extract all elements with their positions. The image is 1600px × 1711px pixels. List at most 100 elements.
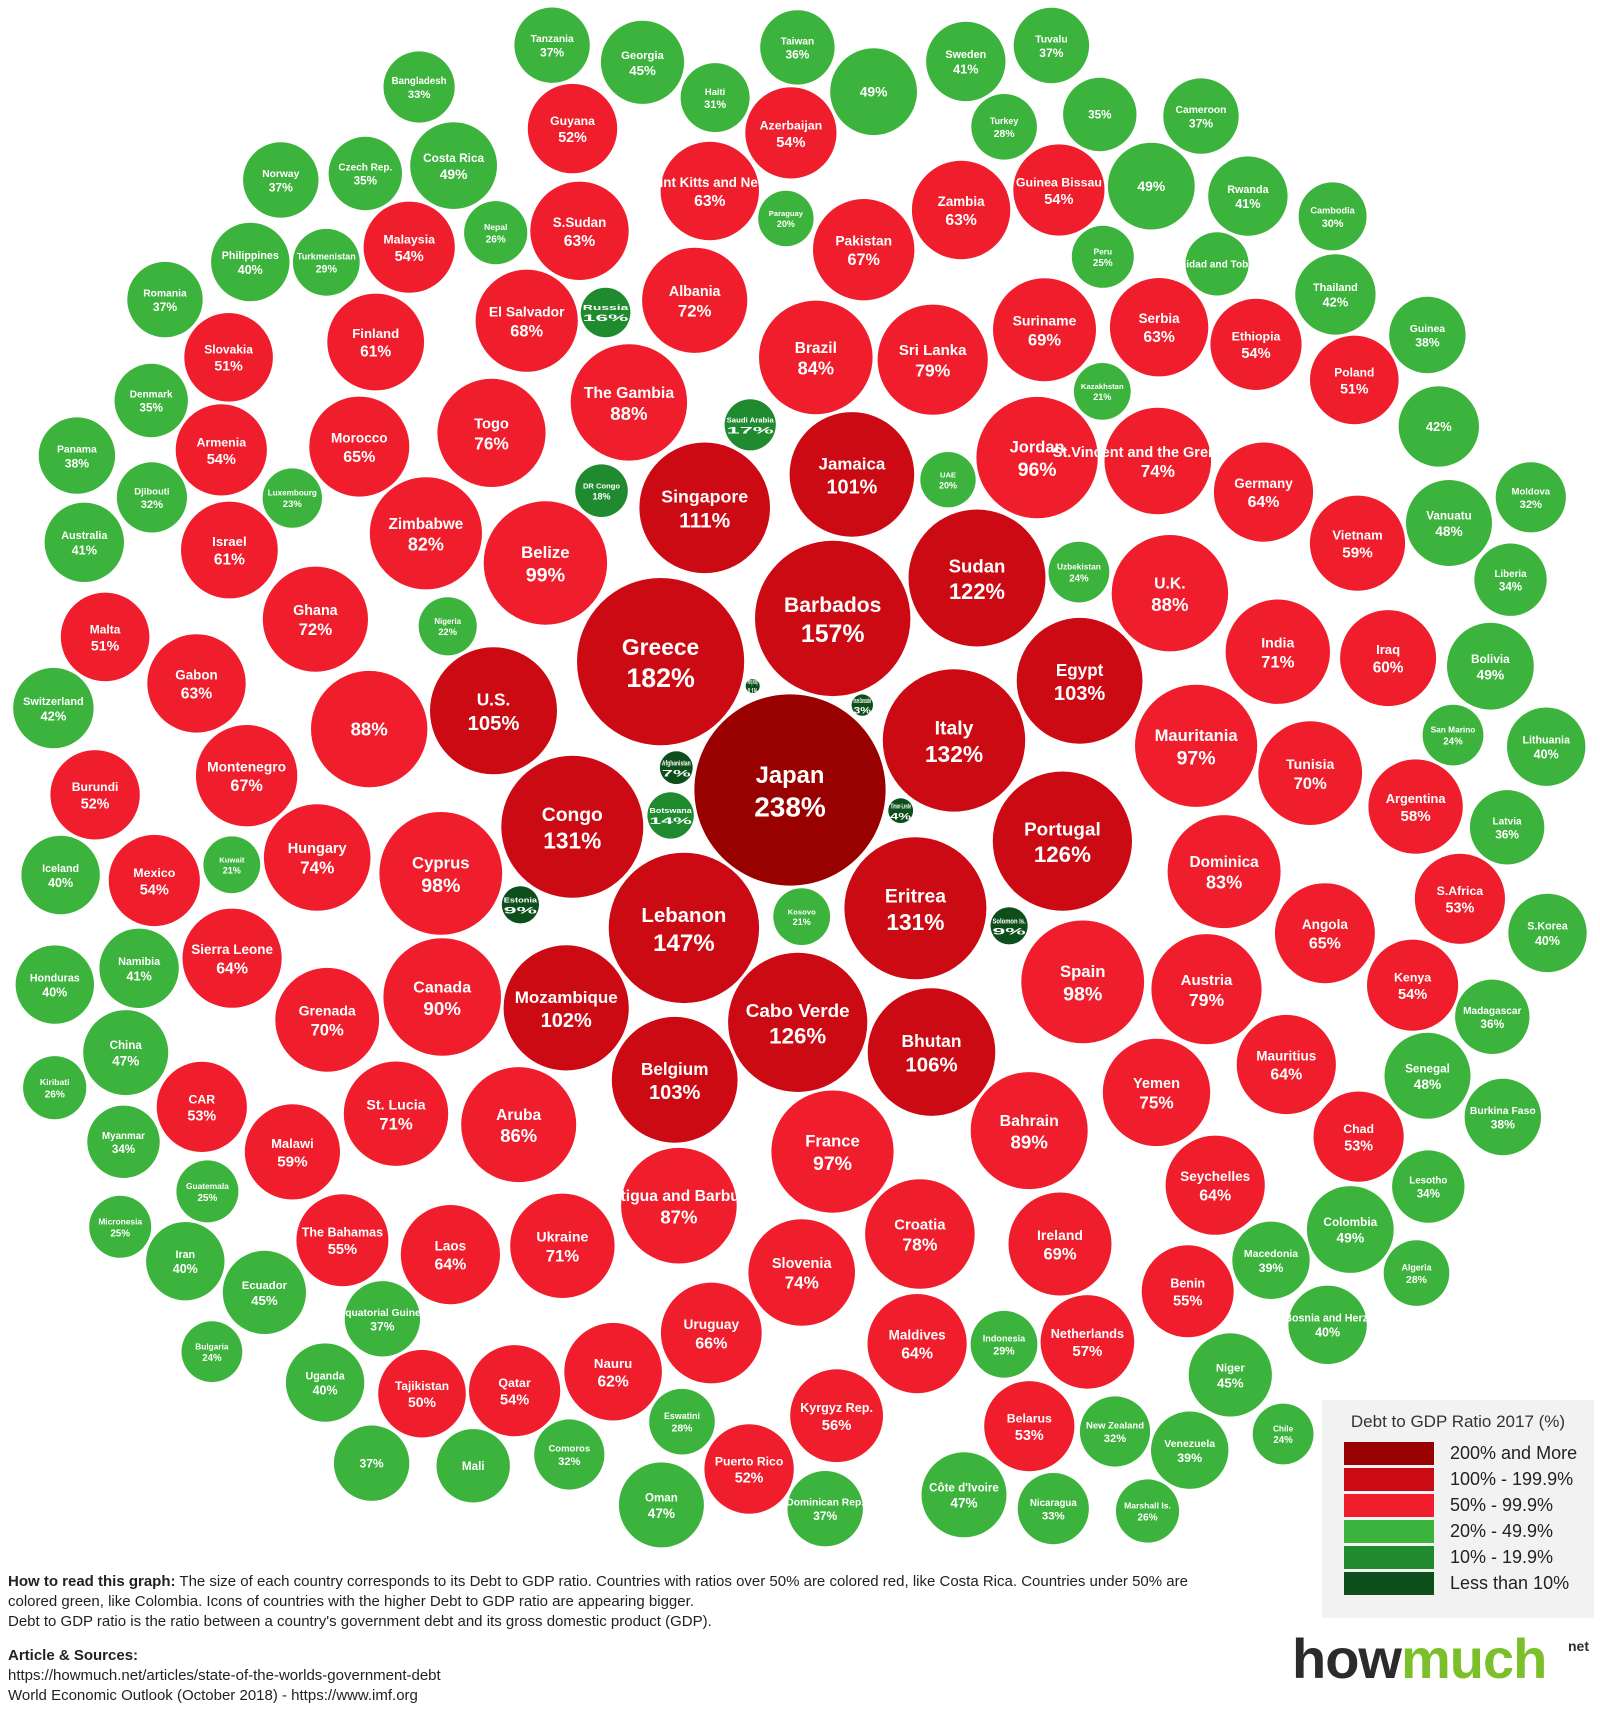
country-bubble-slovenia: Slovenia 74% — [748, 1219, 855, 1326]
country-name-label: Aruba — [496, 1107, 541, 1124]
country-name-label: Sudan — [949, 556, 1006, 577]
country-shape — [275, 967, 380, 1072]
country-shape — [262, 566, 368, 672]
country-bubble-finland: Finland 61% — [327, 293, 425, 391]
country-shape — [60, 592, 150, 682]
country-name-label: Poland — [1334, 365, 1374, 379]
country-name-label: Nauru — [594, 1356, 632, 1371]
country-name-label: Tunisia — [1286, 756, 1334, 772]
country-value-label: 131% — [886, 909, 944, 935]
country-bubble-marshall-is: Marshall Is. 26% — [1115, 1479, 1180, 1543]
legend-item-50-99: 50% - 99.9% — [1344, 1492, 1594, 1518]
country-bubble-senegal: Senegal 48% — [1384, 1032, 1471, 1119]
country-name-label: DR Congo — [583, 482, 620, 491]
country-value-label: 24% — [1273, 1435, 1293, 1446]
country-shape — [970, 1072, 1088, 1190]
country-value-label: 147% — [653, 930, 715, 957]
country-shape — [530, 181, 629, 280]
country-shape — [611, 1016, 738, 1143]
country-value-label: 35% — [354, 175, 378, 188]
country-bubble-bangladesh: Bangladesh 33% — [383, 51, 455, 123]
country-name-label: Ecuador — [242, 1280, 288, 1292]
country-value-label: 82% — [408, 534, 444, 554]
country-value-label: 89% — [1010, 1131, 1048, 1152]
country-value-label: 74% — [300, 859, 334, 878]
country-shape — [642, 247, 748, 353]
country-value-label: 52% — [558, 130, 587, 146]
country-value-label: 34% — [1499, 581, 1522, 594]
country-bubble-mauritius: Mauritius 64% — [1236, 1014, 1336, 1115]
country-shape — [527, 83, 618, 174]
country-value-label: 34% — [1417, 1188, 1440, 1201]
logo-suffix: net — [1568, 1638, 1589, 1654]
country-name-label: Bangladesh — [392, 76, 447, 87]
country-shape — [1469, 790, 1545, 865]
country-value-label: 64% — [1248, 494, 1280, 511]
country-name-label: S.Sudan — [553, 215, 607, 230]
country-shape — [660, 1282, 762, 1384]
country-value-label: 34% — [112, 1143, 135, 1156]
country-shape — [311, 670, 428, 788]
country-value-label: 45% — [629, 63, 656, 78]
country-name-label: Argentina — [1386, 791, 1447, 806]
country-name-label: Trinidad and Tobago — [1168, 260, 1267, 271]
country-value-label: 37% — [1189, 117, 1213, 131]
country-name-label: Mozambique — [515, 988, 618, 1007]
country-shape — [1141, 1245, 1234, 1338]
country-bubble-chad: Chad 53% — [1313, 1091, 1404, 1182]
country-bubble-mauritania: Mauritania 97% — [1135, 684, 1258, 807]
country-value-label: 157% — [801, 620, 865, 648]
country-value-label: 7% — [662, 768, 691, 778]
source-link-imf[interactable]: World Economic Outlook (October 2018) - … — [8, 1687, 418, 1704]
country-name-label: Iraq — [1376, 642, 1400, 657]
country-name-label: Spain — [1060, 962, 1105, 981]
country-name-label: Bolivia — [1471, 652, 1510, 666]
country-value-label: 36% — [1495, 828, 1519, 842]
country-name-label: Brazil — [795, 340, 837, 357]
country-bubble-jamaica: Jamaica 101% — [789, 412, 915, 537]
country-bubble-israel: Israel 61% — [181, 501, 278, 599]
country-value-label: 37% — [540, 46, 564, 60]
country-bubble-burundi: Burundi 52% — [50, 750, 140, 840]
country-value-label: 63% — [564, 233, 595, 250]
country-bubble-slovakia: Slovakia 51% — [184, 313, 273, 402]
country-name-label: Lithuania — [1522, 735, 1571, 747]
country-shape — [211, 222, 290, 302]
country-shape — [759, 300, 873, 415]
country-bubble-nauru: Nauru 62% — [564, 1322, 662, 1421]
country-value-label: 37% — [370, 1319, 394, 1333]
country-shape — [38, 417, 116, 494]
country-bubble-country-141: 35% — [1063, 77, 1137, 152]
country-name-label: Estonia — [504, 896, 538, 905]
country-value-label: 32% — [1520, 499, 1542, 511]
country-value-label: 24% — [202, 1353, 222, 1364]
country-name-label: Portugal — [1024, 820, 1101, 841]
country-value-label: 64% — [1199, 1187, 1231, 1204]
country-bubble-malta: Malta 51% — [60, 592, 150, 682]
country-name-label: Malawi — [271, 1136, 314, 1151]
country-name-label: UAE — [940, 471, 956, 480]
country-bubble-cyprus: Cyprus 98% — [379, 812, 503, 935]
country-value-label: 41% — [953, 63, 978, 77]
country-shape — [1306, 1186, 1394, 1273]
country-bubble-s-sudan: S.Sudan 63% — [530, 181, 629, 280]
country-shape — [600, 20, 685, 104]
source-link-howmuch[interactable]: https://howmuch.net/articles/state-of-th… — [8, 1667, 441, 1684]
country-bubble-mali: Mali — [436, 1429, 510, 1503]
country-value-label: 31% — [704, 99, 726, 111]
country-name-label: Latvia — [1493, 816, 1523, 827]
country-shape — [851, 694, 873, 716]
